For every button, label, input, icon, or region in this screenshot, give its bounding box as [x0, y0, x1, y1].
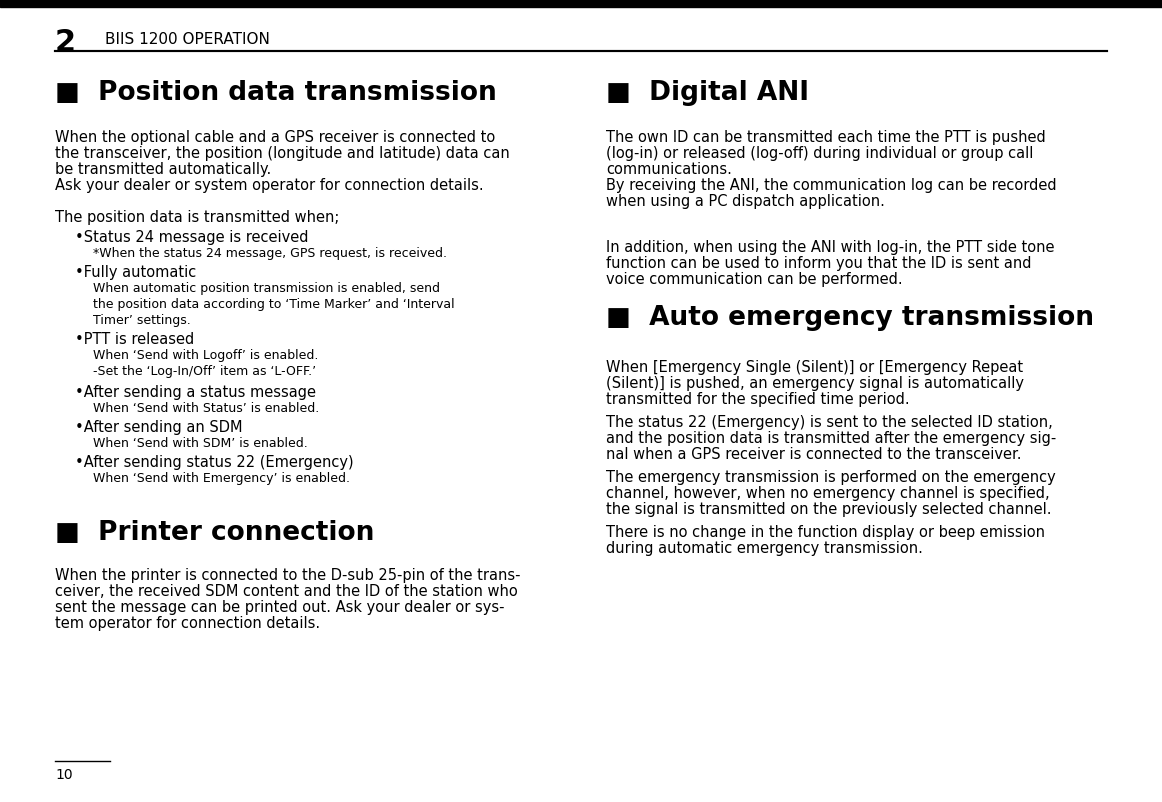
- Text: *When the status 24 message, GPS request, is received.: *When the status 24 message, GPS request…: [93, 247, 447, 260]
- Text: There is no change in the function display or beep emission: There is no change in the function displ…: [607, 525, 1045, 539]
- Text: •Fully automatic: •Fully automatic: [76, 265, 196, 280]
- Text: The position data is transmitted when;: The position data is transmitted when;: [55, 210, 339, 225]
- Text: the signal is transmitted on the previously selected channel.: the signal is transmitted on the previou…: [607, 501, 1052, 516]
- Text: -Set the ‘Log-In/Off’ item as ‘L-OFF.’: -Set the ‘Log-In/Off’ item as ‘L-OFF.’: [93, 365, 316, 378]
- Text: Timer’ settings.: Timer’ settings.: [93, 314, 191, 326]
- Text: The status 22 (Emergency) is sent to the selected ID station,: The status 22 (Emergency) is sent to the…: [607, 415, 1053, 429]
- Text: •Status 24 message is received: •Status 24 message is received: [76, 229, 308, 245]
- Text: when using a PC dispatch application.: when using a PC dispatch application.: [607, 194, 885, 209]
- Text: The emergency transmission is performed on the emergency: The emergency transmission is performed …: [607, 469, 1056, 484]
- Text: ■  Printer connection: ■ Printer connection: [55, 520, 374, 545]
- Text: ■  Auto emergency transmission: ■ Auto emergency transmission: [607, 305, 1093, 330]
- Text: 2: 2: [55, 28, 77, 57]
- Text: 10: 10: [55, 767, 72, 781]
- Bar: [0, 0, 1162, 8]
- Text: When ‘Send with Status’ is enabled.: When ‘Send with Status’ is enabled.: [93, 402, 320, 415]
- Text: ■  Digital ANI: ■ Digital ANI: [607, 80, 809, 106]
- Text: ceiver, the received SDM content and the ID of the station who: ceiver, the received SDM content and the…: [55, 583, 518, 598]
- Text: (Silent)] is pushed, an emergency signal is automatically: (Silent)] is pushed, an emergency signal…: [607, 375, 1024, 391]
- Text: When automatic position transmission is enabled, send: When automatic position transmission is …: [93, 282, 440, 294]
- Text: Ask your dealer or system operator for connection details.: Ask your dealer or system operator for c…: [55, 178, 483, 192]
- Text: be transmitted automatically.: be transmitted automatically.: [55, 162, 271, 176]
- Text: the position data according to ‘Time Marker’ and ‘Interval: the position data according to ‘Time Mar…: [93, 298, 454, 310]
- Text: and the position data is transmitted after the emergency sig-: and the position data is transmitted aft…: [607, 431, 1056, 445]
- Text: ■  Position data transmission: ■ Position data transmission: [55, 80, 496, 106]
- Text: transmitted for the specified time period.: transmitted for the specified time perio…: [607, 391, 910, 407]
- Text: (log-in) or released (log-off) during individual or group call: (log-in) or released (log-off) during in…: [607, 146, 1033, 160]
- Text: When the optional cable and a GPS receiver is connected to: When the optional cable and a GPS receiv…: [55, 130, 495, 145]
- Text: When [Emergency Single (Silent)] or [Emergency Repeat: When [Emergency Single (Silent)] or [Eme…: [607, 359, 1023, 375]
- Text: When ‘Send with Logoff’ is enabled.: When ‘Send with Logoff’ is enabled.: [93, 349, 318, 362]
- Text: nal when a GPS receiver is connected to the transceiver.: nal when a GPS receiver is connected to …: [607, 447, 1021, 461]
- Text: The own ID can be transmitted each time the PTT is pushed: The own ID can be transmitted each time …: [607, 130, 1046, 145]
- Text: tem operator for connection details.: tem operator for connection details.: [55, 615, 320, 630]
- Text: When ‘Send with Emergency’ is enabled.: When ‘Send with Emergency’ is enabled.: [93, 472, 350, 484]
- Text: BIIS 1200 OPERATION: BIIS 1200 OPERATION: [105, 32, 270, 47]
- Text: voice communication can be performed.: voice communication can be performed.: [607, 272, 903, 286]
- Text: •After sending a status message: •After sending a status message: [76, 384, 316, 399]
- Text: When ‘Send with SDM’ is enabled.: When ‘Send with SDM’ is enabled.: [93, 436, 308, 449]
- Text: •After sending status 22 (Emergency): •After sending status 22 (Emergency): [76, 455, 353, 469]
- Text: the transceiver, the position (longitude and latitude) data can: the transceiver, the position (longitude…: [55, 146, 510, 160]
- Text: When the printer is connected to the D-sub 25-pin of the trans-: When the printer is connected to the D-s…: [55, 567, 521, 582]
- Text: during automatic emergency transmission.: during automatic emergency transmission.: [607, 541, 923, 555]
- Text: sent the message can be printed out. Ask your dealer or sys-: sent the message can be printed out. Ask…: [55, 599, 504, 614]
- Text: channel, however, when no emergency channel is specified,: channel, however, when no emergency chan…: [607, 485, 1049, 500]
- Text: By receiving the ANI, the communication log can be recorded: By receiving the ANI, the communication …: [607, 178, 1056, 192]
- Text: communications.: communications.: [607, 162, 732, 176]
- Text: •PTT is released: •PTT is released: [76, 331, 194, 346]
- Text: •After sending an SDM: •After sending an SDM: [76, 419, 243, 435]
- Text: function can be used to inform you that the ID is sent and: function can be used to inform you that …: [607, 256, 1032, 270]
- Text: In addition, when using the ANI with log-in, the PTT side tone: In addition, when using the ANI with log…: [607, 240, 1054, 255]
